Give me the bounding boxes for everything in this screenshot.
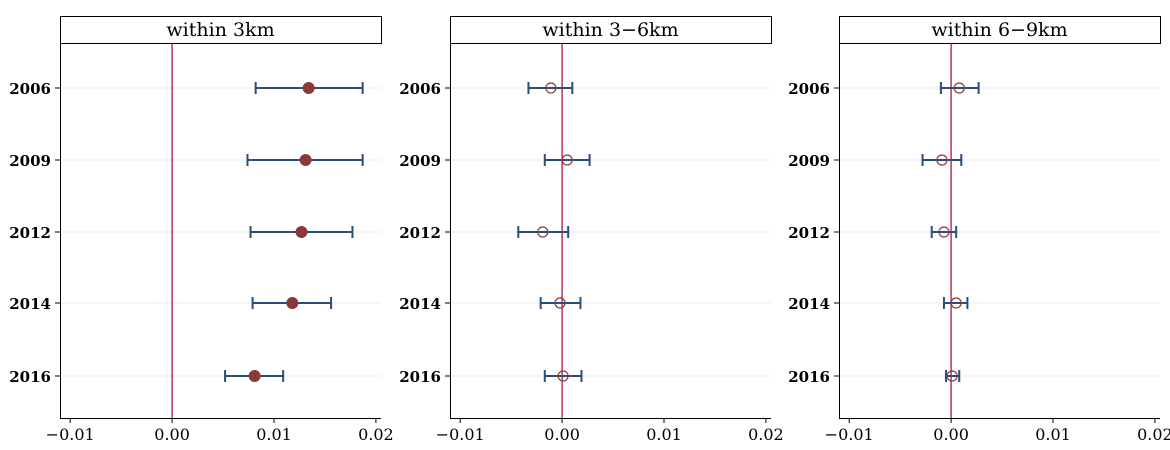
point-estimate [953,82,965,94]
y-tick-label: 2009 [399,152,441,170]
point-estimate [537,226,549,238]
x-tick-label: 0.00 [933,425,969,444]
point-estimate [561,154,573,166]
point-estimate [938,226,950,238]
panel-title-box [450,16,772,44]
panel-title: within 3km [166,19,274,41]
point-estimate [248,370,261,382]
y-tick-label: 2012 [9,224,51,242]
panel-title-box [839,16,1161,44]
y-tick-label: 2009 [788,152,830,170]
x-tick-label: −0.01 [46,425,95,444]
x-tick-label: 0.01 [646,425,682,444]
panel-title: within 6−9km [931,19,1067,41]
y-tick-label: 2014 [9,295,51,313]
y-tick-label: 2016 [788,368,830,386]
y-tick-label: 2012 [399,224,441,242]
x-tick-label: 0.00 [154,425,190,444]
point-estimate [286,297,299,309]
point-estimate [302,82,315,94]
y-tick-label: 2012 [788,224,830,242]
y-tick-label: 2016 [399,368,441,386]
y-tick-label: 2006 [788,80,830,98]
y-tick-label: 2014 [399,295,441,313]
point-estimate [946,370,958,382]
x-tick-label: −0.01 [825,425,874,444]
x-tick-label: 0.02 [358,425,394,444]
panel-title-box [60,16,382,44]
point-estimate [554,297,566,309]
y-tick-label: 2014 [788,295,830,313]
x-tick-label: −0.01 [436,425,485,444]
point-estimate [557,370,569,382]
y-tick-label: 2006 [9,80,51,98]
x-tick-label: 0.00 [544,425,580,444]
point-estimate [295,226,308,238]
point-estimate [950,297,962,309]
point-estimate [299,154,312,166]
x-tick-label: 0.02 [1137,425,1170,444]
x-tick-label: 0.02 [748,425,784,444]
point-estimate [545,82,557,94]
x-tick-label: 0.01 [256,425,292,444]
point-estimate [936,154,948,166]
y-tick-label: 2009 [9,152,51,170]
y-tick-label: 2006 [399,80,441,98]
x-tick-label: 0.01 [1035,425,1071,444]
y-tick-label: 2016 [9,368,51,386]
panel-title: within 3−6km [542,19,678,41]
